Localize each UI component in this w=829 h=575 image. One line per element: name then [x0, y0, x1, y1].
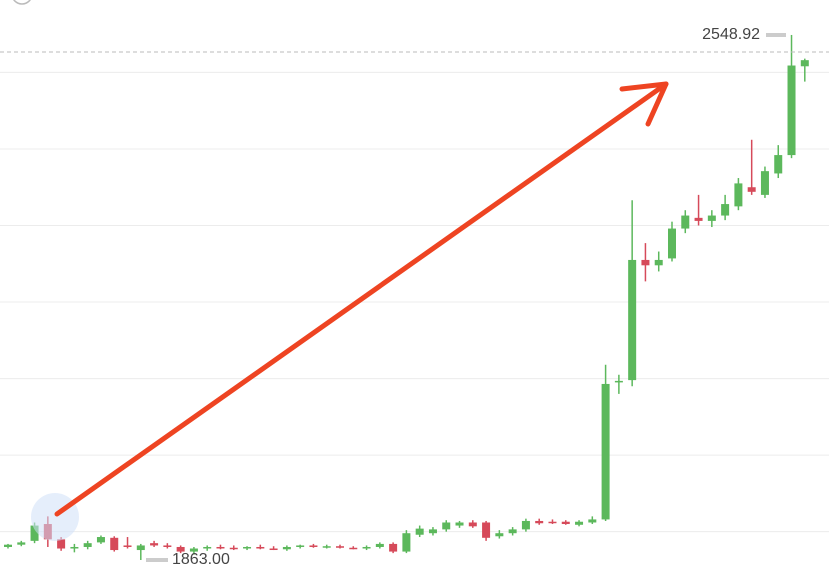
- candle-body: [256, 546, 265, 549]
- candle-body: [336, 546, 344, 548]
- candle-body: [588, 519, 597, 523]
- candle-body: [123, 545, 132, 547]
- candle-body: [468, 522, 477, 527]
- candle-body: [136, 545, 145, 551]
- candle-body: [243, 546, 252, 549]
- candle-body: [760, 171, 769, 195]
- candle-body: [110, 537, 119, 551]
- candle-body: [150, 543, 159, 546]
- candle-body: [189, 548, 198, 552]
- candle-body: [176, 546, 185, 552]
- candle-body: [402, 533, 411, 552]
- candle-body: [269, 548, 278, 551]
- candle-body: [575, 521, 584, 525]
- candle-body: [309, 545, 318, 547]
- candle-body: [628, 259, 637, 381]
- candle-body: [163, 545, 172, 547]
- trend-arrow: [54, 81, 669, 517]
- candle-body: [774, 155, 783, 174]
- candle-body: [4, 544, 12, 547]
- candle-body: [203, 546, 212, 549]
- candle-body: [694, 217, 703, 221]
- candles: [4, 34, 809, 560]
- candle-body: [389, 543, 398, 552]
- candle-body: [654, 259, 663, 266]
- low-marker-label: 1863.00: [172, 551, 230, 568]
- candle-body: [535, 520, 544, 524]
- candle-body: [349, 547, 358, 550]
- candle-body: [30, 525, 39, 541]
- candle-body: [681, 215, 690, 229]
- candle-body: [282, 546, 291, 550]
- candle-body: [495, 533, 504, 537]
- candle-body: [96, 537, 105, 543]
- grid: [0, 71, 829, 533]
- candle-body: [800, 60, 809, 67]
- candle-body: [296, 545, 305, 547]
- candle-body: [721, 204, 730, 216]
- candle-body: [508, 529, 517, 534]
- candle-body: [442, 522, 451, 530]
- candle-body: [668, 228, 676, 259]
- candle-body: [362, 546, 371, 549]
- candle-body: [787, 65, 796, 156]
- arrow-head: [619, 81, 669, 127]
- candle-body: [734, 183, 743, 207]
- candle-body: [601, 383, 610, 520]
- candle-body: [83, 543, 92, 547]
- candle-body: [548, 521, 557, 524]
- candle-body: [482, 522, 491, 538]
- candle-body: [707, 215, 716, 221]
- candle-body: [641, 259, 650, 266]
- corner-icon: [13, 0, 31, 5]
- candle-body: [428, 529, 437, 534]
- candle-body: [614, 380, 623, 383]
- candle-body: [216, 546, 225, 549]
- high-marker-label: 2548.92: [702, 26, 760, 43]
- candle-body: [17, 542, 26, 545]
- candle-body: [747, 187, 756, 192]
- markers: 2548.92 1863.00: [0, 26, 829, 568]
- candle-body: [70, 546, 79, 549]
- candle-body: [521, 520, 530, 530]
- candle-body: [57, 539, 66, 549]
- candle-body: [455, 522, 464, 526]
- candle-body: [322, 546, 331, 548]
- candle-body: [415, 528, 424, 535]
- candle-body: [561, 521, 570, 525]
- candle-body: [375, 543, 384, 547]
- arrow-shaft: [54, 81, 669, 517]
- highlight-circle: [31, 493, 79, 541]
- candle-body: [229, 547, 238, 550]
